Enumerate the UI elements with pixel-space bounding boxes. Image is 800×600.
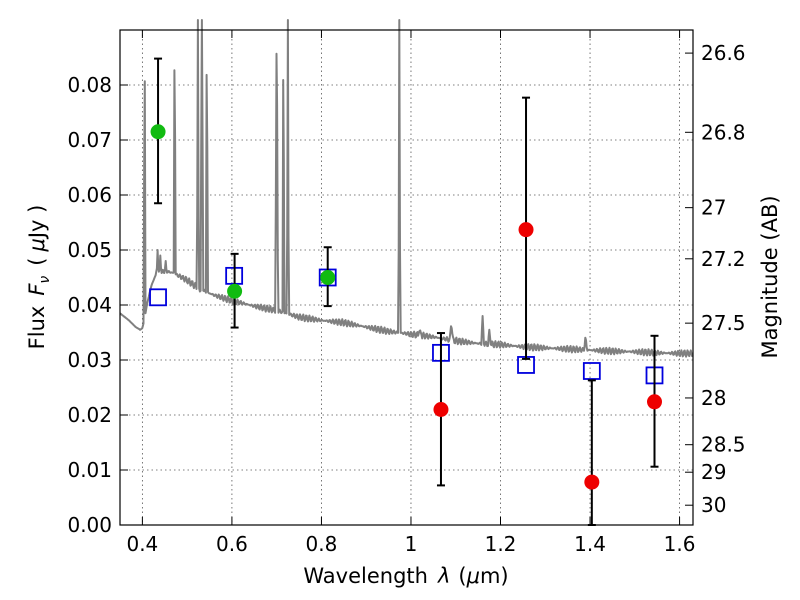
model-photometry-square: [149, 288, 167, 307]
x-tick-label: 0.6: [216, 532, 248, 556]
x-tick-label: 1.2: [485, 532, 517, 556]
data-points: [149, 57, 664, 526]
detections-point: [150, 124, 166, 140]
axis-ticks: 0.4 0.6 0.8 1 1.2 1.4 1.6 0.00 0.01 0.02 0.03 0.04 0…: [67, 30, 746, 556]
mag-tick-label: 29: [701, 460, 726, 484]
y-tick-label: 0.01: [67, 458, 112, 482]
y-tick-label: 0.03: [67, 348, 112, 372]
mag-tick-label: 30: [701, 493, 726, 517]
y-axis-label: FluxFν(μJy ): [25, 205, 53, 350]
mag-tick-label: 27.2: [701, 247, 746, 271]
nir-measurements-point: [647, 394, 663, 410]
y-tick-label: 0.02: [67, 403, 112, 427]
detections-point: [227, 283, 243, 299]
x-tick-label: 0.8: [306, 532, 338, 556]
mag-tick-label: 28.5: [701, 433, 746, 457]
y2-axis-label: Magnitude (AB): [758, 195, 782, 358]
mag-tick-label: 27: [701, 196, 726, 220]
y-tick-label: 0.04: [67, 293, 112, 317]
mag-tick-label: 26.8: [701, 120, 746, 144]
x-tick-label: 1: [405, 532, 418, 556]
y-tick-label: 0.05: [67, 238, 112, 262]
nir-measurements-point: [518, 222, 534, 238]
sed-model-spectrum: [119, 19, 694, 358]
mag-tick-label: 28: [701, 386, 726, 410]
x-axis-label: Wavelength λ (μm): [303, 564, 508, 588]
grid-lines: [120, 30, 693, 525]
nir-measurements-point: [584, 474, 600, 490]
y-tick-label: 0.07: [67, 128, 112, 152]
y-tick-label: 0.06: [67, 183, 112, 207]
model-photometry-square: [582, 362, 601, 380]
y-tick-label: 0.00: [67, 513, 112, 537]
mag-tick-label: 27.5: [701, 311, 746, 335]
nir-measurements-point: [433, 402, 449, 417]
detections-point: [320, 270, 336, 285]
y-tick-label: 0.08: [67, 73, 112, 97]
mag-tick-label: 26.6: [701, 41, 746, 65]
x-tick-label: 1.4: [574, 532, 606, 556]
x-tick-label: 1.6: [664, 532, 696, 556]
x-tick-label: 0.4: [126, 532, 158, 556]
plot-frame: [119, 29, 694, 526]
